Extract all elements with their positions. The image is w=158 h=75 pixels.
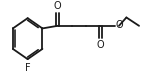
Text: O: O [115, 20, 123, 30]
Text: O: O [54, 1, 61, 11]
Text: F: F [25, 63, 30, 73]
Text: O: O [97, 40, 104, 50]
